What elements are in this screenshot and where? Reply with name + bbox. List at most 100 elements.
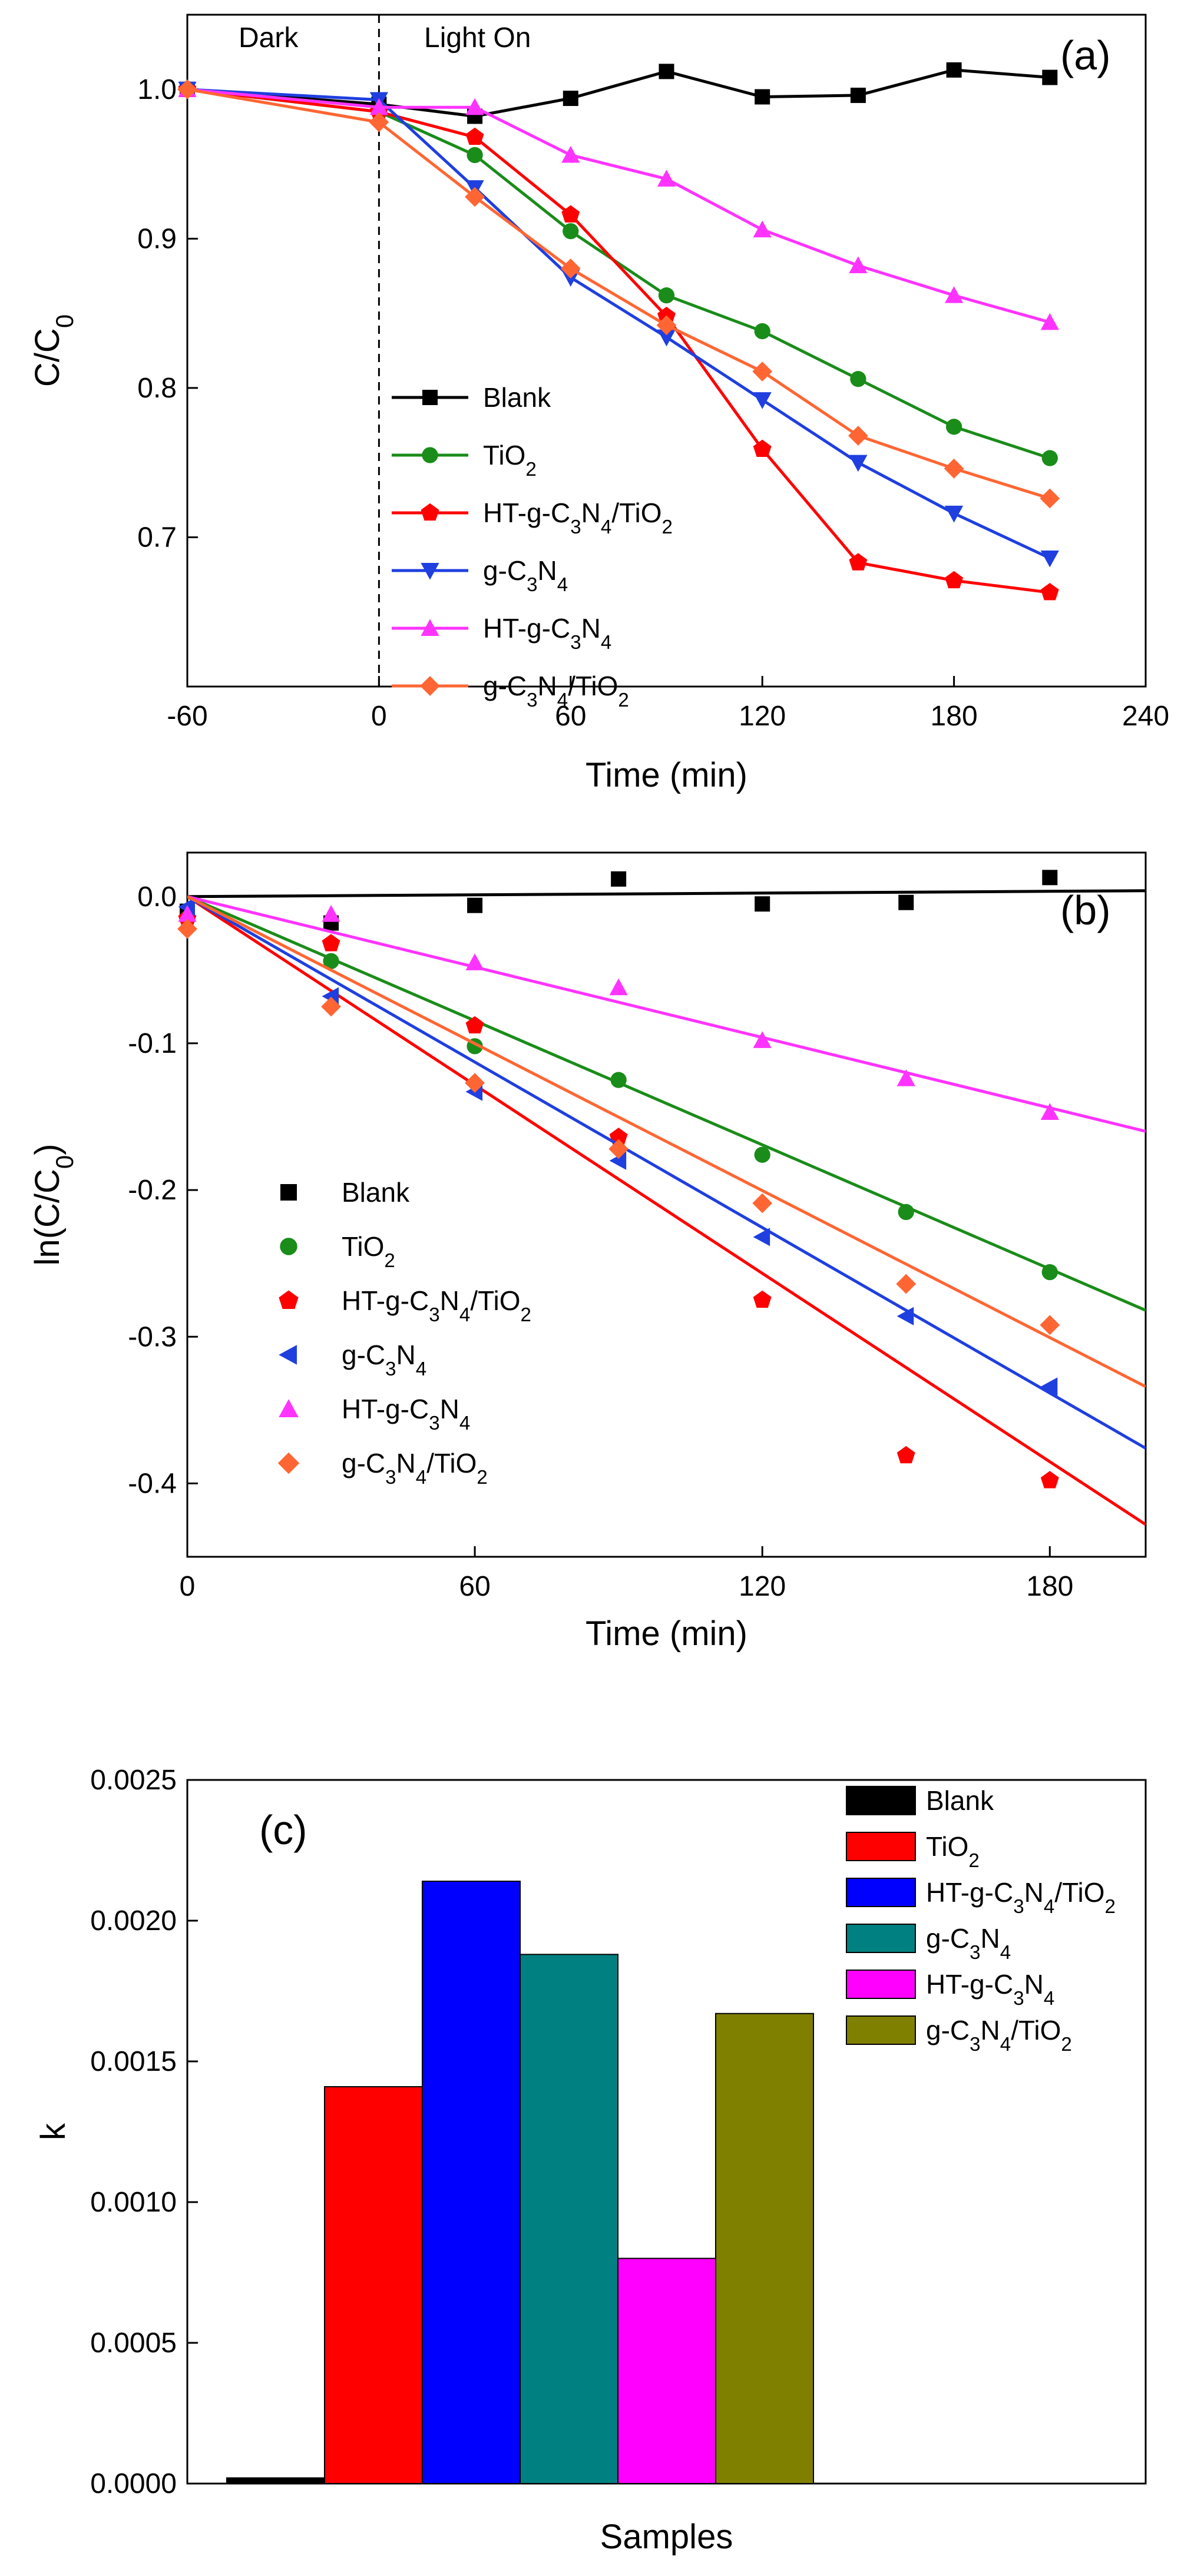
data-point-blank bbox=[563, 90, 578, 106]
data-point-ht-g-c3n4-tio2 bbox=[465, 127, 484, 145]
legend-marker bbox=[280, 1238, 297, 1255]
data-point-blank bbox=[946, 62, 962, 78]
data-point-ht-g-c3n4-tio2 bbox=[945, 571, 964, 589]
data-point-ht-g-c3n4 bbox=[369, 98, 388, 115]
data-point-ht-g-c3n4 bbox=[849, 256, 868, 273]
x-tick-label: -60 bbox=[167, 701, 207, 732]
data-point-ht-g-c3n4 bbox=[178, 905, 197, 922]
x-tick-label: 180 bbox=[931, 701, 978, 732]
fit-line-g-c3n4-tio2 bbox=[187, 895, 1146, 1388]
data-point-tio2 bbox=[563, 223, 579, 240]
x-tick-label: 0 bbox=[180, 1571, 196, 1602]
data-point-ht-g-c3n4 bbox=[896, 1069, 915, 1086]
panel-c: 0.0000 0.0005 0.0010 0.0015 0.0020 0.0025 Samp… bbox=[34, 1765, 1147, 2556]
x-tick-label: 120 bbox=[739, 1571, 786, 1602]
data-point-ht-g-c3n4-tio2 bbox=[896, 1446, 915, 1464]
panel-label-a: (a) bbox=[1060, 32, 1111, 78]
series-line-g-c3n4 bbox=[187, 88, 1051, 560]
series-ht-g-c3n4 bbox=[178, 80, 1059, 330]
data-point-tio2 bbox=[658, 287, 675, 304]
y-tick-label: 0.7 bbox=[137, 522, 177, 553]
legend-swatch bbox=[846, 1832, 916, 1861]
data-point-tio2 bbox=[754, 1146, 770, 1163]
legend-label: HT-g-C3N4/TiO2 bbox=[342, 1285, 531, 1326]
data-point-g-c3n4-tio2 bbox=[848, 426, 868, 446]
data-point-tio2 bbox=[610, 1072, 627, 1088]
data-point-ht-g-c3n4 bbox=[465, 953, 484, 970]
fit-line-blank bbox=[187, 889, 1146, 899]
data-point-g-c3n4-tio2 bbox=[465, 187, 485, 207]
data-point-g-c3n4-tio2 bbox=[944, 458, 964, 479]
data-point-ht-g-c3n4-tio2 bbox=[753, 439, 772, 457]
series-g-c3n4-tio2 bbox=[177, 895, 1146, 1388]
fit-line-ht-g-c3n4 bbox=[187, 895, 1146, 1133]
x-tick-label: 60 bbox=[459, 1571, 490, 1602]
legend-marker bbox=[277, 1452, 300, 1474]
legend-marker bbox=[279, 1399, 299, 1417]
x-tick-label: 180 bbox=[1026, 1571, 1073, 1602]
data-point-ht-g-c3n4-tio2 bbox=[1040, 1471, 1059, 1488]
data-point-g-c3n4-tio2 bbox=[896, 1274, 917, 1294]
legend-swatch bbox=[846, 1970, 916, 1999]
x-tick-label: 240 bbox=[1122, 701, 1169, 732]
y-tick-label: -0.2 bbox=[128, 1175, 177, 1206]
data-point-ht-g-c3n4 bbox=[1040, 1103, 1059, 1120]
x-axis-label: Time (min) bbox=[585, 1614, 747, 1653]
y-tick-label: -0.1 bbox=[128, 1028, 177, 1059]
legend-marker bbox=[422, 390, 438, 405]
annotation-dark: Dark bbox=[239, 22, 299, 54]
legend-label: TiO2 bbox=[483, 440, 537, 480]
data-point-ht-g-c3n4-tio2 bbox=[753, 1290, 772, 1308]
data-point-ht-g-c3n4 bbox=[753, 220, 772, 238]
series-line-tio2 bbox=[187, 88, 1051, 460]
fit-line-ht-g-c3n4-tio2 bbox=[187, 895, 1146, 1526]
bar-ht-g-c3n4 bbox=[617, 2257, 716, 2485]
data-point-ht-g-c3n4 bbox=[561, 145, 580, 163]
y-axis-label: ln(C/C0) bbox=[28, 1144, 78, 1266]
series-tio2 bbox=[179, 81, 1058, 466]
legend-c: Blank TiO2 HT-g-C3N4/TiO2 g-C3N4 HT-g-C3N4 g-… bbox=[846, 1785, 1116, 2056]
bar-g-c3n4 bbox=[520, 1954, 618, 2485]
legend-label: HT-g-C3N4 bbox=[483, 613, 611, 654]
data-point-g-c3n4-tio2 bbox=[608, 1139, 629, 1159]
legend-marker bbox=[421, 619, 439, 636]
legend-label: g-C3N4/TiO2 bbox=[926, 2015, 1072, 2056]
legend-label: g-C3N4 bbox=[342, 1340, 426, 1380]
data-point-tio2 bbox=[945, 419, 962, 435]
legend-label: HT-g-C3N4/TiO2 bbox=[926, 1877, 1116, 1918]
data-point-ht-g-c3n4-tio2 bbox=[561, 205, 580, 223]
legend-marker bbox=[280, 1184, 297, 1201]
data-point-tio2 bbox=[898, 1204, 914, 1221]
data-point-tio2 bbox=[323, 953, 339, 970]
data-point-blank bbox=[1042, 870, 1058, 886]
y-axis-label: k bbox=[34, 2123, 72, 2140]
y-tick-label: 0.0005 bbox=[90, 2328, 177, 2359]
legend-swatch bbox=[846, 1924, 916, 1953]
fit-line-g-c3n4 bbox=[187, 895, 1146, 1450]
data-point-g-c3n4-tio2 bbox=[752, 1193, 773, 1214]
legend-label: HT-g-C3N4 bbox=[342, 1394, 470, 1434]
y-tick-label: 0.0020 bbox=[90, 1905, 177, 1937]
x-axis-label: Samples bbox=[600, 2518, 733, 2556]
legend-label: g-C3N4/TiO2 bbox=[342, 1448, 488, 1488]
y-axis-label: C/C0 bbox=[28, 314, 78, 387]
legend-marker bbox=[422, 447, 438, 463]
data-point-g-c3n4 bbox=[849, 455, 868, 472]
data-point-ht-g-c3n4-tio2 bbox=[849, 553, 868, 571]
series-ht-g-c3n4 bbox=[178, 895, 1146, 1133]
data-point-blank bbox=[898, 894, 914, 910]
data-point-g-c3n4 bbox=[945, 505, 964, 523]
data-point-ht-g-c3n4 bbox=[1040, 313, 1059, 330]
data-point-blank bbox=[850, 87, 866, 103]
legend-label: HT-g-C3N4/TiO2 bbox=[483, 498, 673, 538]
legend-label: Blank bbox=[483, 382, 551, 413]
series-line-ht-g-c3n4 bbox=[187, 88, 1050, 324]
bar-tio2 bbox=[324, 2086, 423, 2484]
x-tick-label: 120 bbox=[739, 701, 786, 732]
data-point-blank bbox=[659, 64, 674, 79]
bar-ht-g-c3n4-tio2 bbox=[422, 1881, 521, 2485]
data-point-g-c3n4-tio2 bbox=[177, 79, 197, 100]
series-blank bbox=[180, 62, 1058, 124]
data-point-ht-g-c3n4 bbox=[753, 1031, 772, 1048]
series-g-c3n4 bbox=[178, 895, 1146, 1450]
